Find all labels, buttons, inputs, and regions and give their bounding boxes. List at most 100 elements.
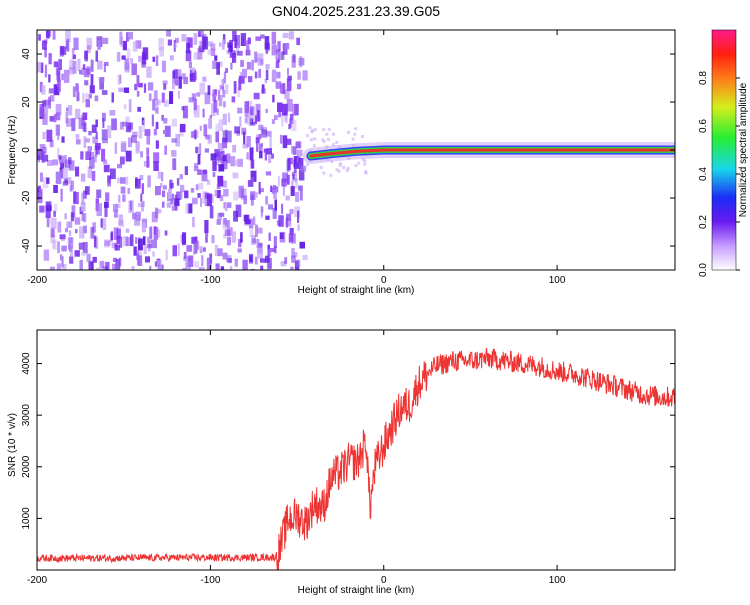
noise-cell	[83, 136, 87, 149]
noise-cell	[279, 232, 284, 239]
noise-cell	[155, 140, 159, 149]
noise-cell	[97, 60, 103, 70]
noise-cell	[249, 147, 254, 161]
noise-cell	[337, 169, 341, 173]
noise-cell	[186, 42, 191, 53]
noise-cell	[242, 259, 248, 270]
noise-cell	[47, 203, 50, 209]
noise-cell	[65, 30, 71, 42]
noise-cell	[234, 126, 241, 134]
noise-cell	[118, 194, 121, 203]
noise-cell	[131, 63, 137, 76]
noise-cell	[163, 118, 168, 124]
noise-cell	[78, 117, 85, 129]
noise-cell	[63, 69, 70, 83]
noise-cell	[114, 208, 118, 218]
noise-cell	[280, 261, 287, 267]
noise-cell	[95, 236, 99, 249]
noise-cell	[194, 261, 200, 268]
noise-cell	[64, 228, 69, 233]
noise-cell	[297, 71, 301, 80]
noise-cell	[230, 266, 233, 270]
noise-cell	[207, 268, 210, 270]
noise-cell	[135, 141, 140, 152]
noise-cell	[327, 138, 330, 142]
noise-cell	[240, 232, 243, 243]
noise-cell	[230, 156, 236, 167]
noise-cell	[244, 105, 249, 118]
noise-cell	[271, 153, 274, 159]
noise-cell	[48, 53, 52, 65]
noise-cell	[227, 202, 232, 208]
noise-cell	[79, 259, 83, 270]
noise-cell	[217, 175, 224, 187]
spectrogram-xtick-label-0: -200	[27, 275, 47, 286]
noise-cell	[42, 177, 49, 189]
noise-cell	[140, 193, 143, 202]
noise-cell	[177, 191, 183, 200]
noise-cell	[123, 87, 130, 93]
noise-cell	[193, 105, 200, 118]
noise-cell	[273, 188, 277, 199]
noise-cell	[82, 190, 87, 199]
noise-cell	[254, 256, 258, 265]
noise-cell	[265, 196, 269, 205]
noise-cell	[223, 218, 227, 225]
noise-cell	[55, 87, 59, 93]
noise-cell	[289, 118, 292, 128]
noise-cell	[74, 217, 81, 225]
noise-cell	[87, 45, 91, 54]
noise-cell	[265, 48, 269, 54]
noise-cell	[141, 62, 146, 68]
noise-cell	[251, 160, 254, 169]
noise-cell	[222, 130, 228, 143]
noise-cell	[238, 185, 244, 198]
noise-cell	[69, 59, 75, 70]
noise-cell	[265, 108, 268, 113]
noise-cell	[152, 99, 156, 111]
noise-cell	[338, 163, 342, 167]
noise-cell	[92, 136, 98, 144]
noise-cell	[50, 217, 57, 229]
noise-cell	[44, 64, 48, 78]
noise-cell	[59, 234, 66, 240]
noise-cell	[83, 68, 90, 78]
noise-cell	[69, 185, 73, 192]
noise-cell	[233, 210, 238, 222]
noise-cell	[234, 258, 238, 267]
noise-cell	[217, 212, 222, 220]
noise-cell	[181, 106, 185, 111]
noise-cell	[276, 58, 280, 64]
noise-cell	[172, 158, 177, 171]
noise-cell	[39, 104, 44, 117]
noise-cell	[99, 77, 104, 90]
noise-cell	[142, 120, 146, 132]
ridge-core	[309, 148, 675, 158]
noise-cell	[265, 255, 270, 263]
noise-cell	[55, 112, 61, 121]
noise-cell	[81, 67, 85, 75]
noise-cell	[251, 177, 254, 183]
noise-cell	[224, 220, 230, 228]
noise-cell	[89, 85, 95, 94]
noise-cell	[298, 157, 304, 169]
noise-cell	[271, 31, 277, 45]
noise-cell	[155, 121, 159, 130]
noise-cell	[117, 177, 120, 184]
noise-cell	[73, 54, 76, 60]
noise-cell	[177, 90, 180, 99]
noise-cell	[207, 41, 213, 47]
colorbar-tick-label-2: 0.4	[698, 167, 709, 181]
noise-cell	[259, 188, 264, 193]
noise-cell	[194, 163, 198, 168]
noise-cell	[130, 58, 133, 64]
noise-cell	[327, 127, 331, 131]
noise-cell	[198, 182, 204, 190]
noise-cell	[199, 143, 202, 156]
noise-cell	[272, 94, 275, 103]
noise-cell	[207, 134, 212, 144]
noise-cell	[174, 198, 180, 207]
noise-cell	[347, 130, 350, 134]
noise-cell	[153, 161, 159, 171]
noise-cell	[211, 103, 216, 117]
